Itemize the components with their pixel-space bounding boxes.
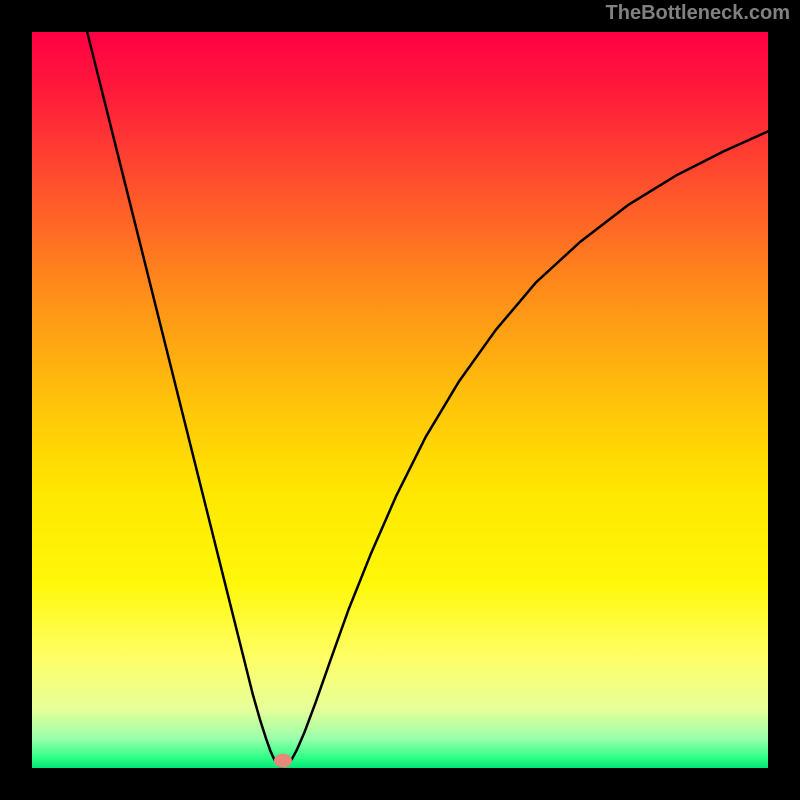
chart-container: TheBottleneck.com [0,0,800,800]
chart-plot [0,0,800,800]
plot-background [32,32,768,768]
watermark-text: TheBottleneck.com [606,2,790,25]
optimal-point-marker [274,754,292,768]
